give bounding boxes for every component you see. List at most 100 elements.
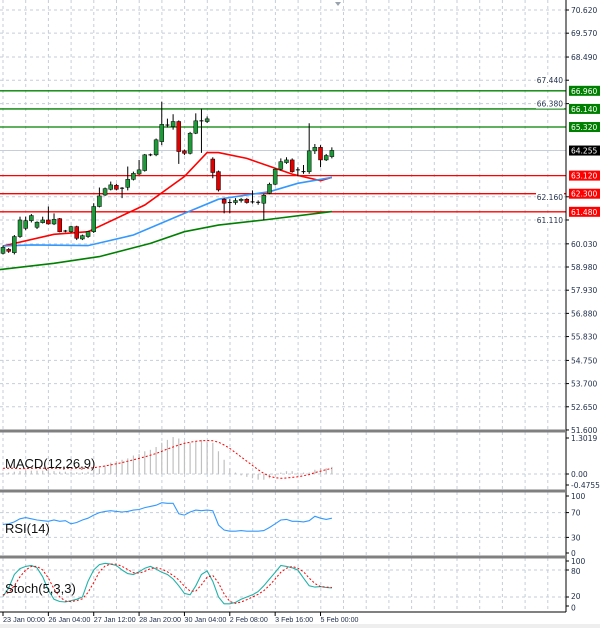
- time-tick-label: 30 Jan 04:00: [184, 617, 226, 624]
- candle-body: [29, 215, 34, 221]
- candle-body: [176, 121, 182, 152]
- price-tick-label: 52.650: [571, 403, 597, 412]
- panel-separator: [0, 429, 566, 433]
- candle: [244, 198, 250, 204]
- stoch-tick-label: 20: [571, 592, 581, 601]
- candle: [323, 153, 329, 162]
- resistance-level-box: [569, 103, 600, 114]
- resistance-level-label: 65.320: [571, 123, 597, 132]
- candle: [0, 245, 6, 255]
- price-tick-label: 58.980: [571, 263, 597, 272]
- candle: [267, 182, 272, 195]
- candle-body: [323, 155, 329, 161]
- candle: [80, 234, 85, 241]
- candle-body: [187, 132, 193, 154]
- time-axis[interactable]: 23 Jan 00:00 26 Jan 04:00 27 Jan 12:00 28 J…: [2, 612, 359, 624]
- candle-body: [267, 183, 272, 194]
- candle: [210, 157, 216, 179]
- candle: [221, 198, 227, 214]
- candle: [68, 225, 74, 234]
- support-level-label: 63.120: [571, 172, 597, 181]
- candle: [120, 187, 125, 199]
- candle-body: [68, 226, 74, 232]
- stoch-tick-label: 100: [571, 557, 586, 566]
- candle: [97, 187, 102, 208]
- candle-body: [193, 120, 199, 134]
- stoch-tick-label: 0: [571, 604, 576, 613]
- candle-body: [238, 198, 244, 201]
- chart-shift-marker-icon[interactable]: [335, 2, 341, 6]
- candle: [187, 131, 193, 155]
- candle-body: [46, 219, 51, 225]
- candle-body: [85, 231, 91, 237]
- candle: [318, 145, 323, 168]
- candle: [238, 198, 244, 203]
- candle: [233, 198, 238, 205]
- moving-averages: [0, 151, 333, 271]
- candle: [295, 167, 300, 177]
- candle-body: [91, 206, 96, 232]
- candle-body: [312, 147, 318, 152]
- candle: [227, 199, 232, 214]
- panel-separator: [0, 555, 566, 559]
- candle-body: [204, 118, 210, 122]
- candle: [306, 123, 312, 174]
- candle-body: [40, 219, 45, 223]
- candle-body: [159, 124, 165, 142]
- time-tick-label: 5 Feb 00:00: [321, 617, 359, 624]
- macd-tick-label: 1.3019: [571, 434, 597, 443]
- candle: [57, 217, 62, 233]
- candle: [176, 120, 182, 164]
- price-tick-label: 62.160: [537, 193, 563, 202]
- candle-body: [125, 179, 130, 188]
- candle: [250, 190, 255, 204]
- candle: [40, 216, 45, 224]
- resistance-level-label: 66.140: [571, 105, 597, 114]
- macd-tick-label: -0.4755: [571, 481, 600, 490]
- price-tick-label: 67.440: [537, 76, 563, 85]
- time-tick-label: 2 Feb 08:00: [230, 617, 268, 624]
- candle: [216, 170, 221, 192]
- candle-body: [97, 195, 102, 207]
- candle: [46, 206, 51, 225]
- price-tick-label: 56.880: [571, 309, 597, 318]
- rsi-tick-label: 70: [571, 509, 581, 518]
- price-tick-label: 55.830: [571, 333, 597, 342]
- support-level-label: 62.300: [571, 190, 597, 199]
- tick-label-background: [536, 191, 564, 202]
- resistance-level-box: [569, 122, 600, 133]
- price-axis[interactable]: 70.620 69.570 68.490 67.440 66.380 62.160 61.1…: [536, 6, 600, 613]
- candle-body: [182, 150, 187, 154]
- candle: [23, 216, 28, 231]
- moving-average-line: [2, 151, 333, 247]
- candle-body: [0, 247, 6, 254]
- candle: [17, 216, 23, 238]
- candle-body: [233, 200, 238, 203]
- candle: [199, 108, 204, 153]
- support-level-box: [569, 188, 600, 199]
- time-tick-label: 28 Jan 20:00: [139, 617, 181, 624]
- candle: [125, 166, 130, 191]
- tick-label-background: [536, 98, 564, 109]
- time-tick-label: 3 Feb 16:00: [275, 617, 313, 624]
- candle-body: [221, 198, 227, 204]
- candle-body: [261, 195, 267, 204]
- moving-average-line: [0, 210, 332, 271]
- candle-body: [57, 218, 62, 232]
- candle: [74, 225, 79, 241]
- rsi-tick-label: 100: [571, 492, 586, 501]
- candle: [136, 159, 142, 175]
- macd-label: MACD(12,26,9): [5, 456, 95, 471]
- candle-body: [210, 158, 216, 173]
- stochastic-panel: [2, 562, 332, 605]
- candle-body: [12, 236, 17, 253]
- candle-body: [329, 150, 335, 157]
- rsi-panel: [2, 502, 333, 532]
- candle: [301, 165, 306, 174]
- candle-body: [289, 159, 295, 172]
- candle: [289, 158, 295, 173]
- candle-body: [74, 226, 79, 239]
- price-tick-label: 57.930: [571, 286, 597, 295]
- candle-body: [34, 221, 40, 228]
